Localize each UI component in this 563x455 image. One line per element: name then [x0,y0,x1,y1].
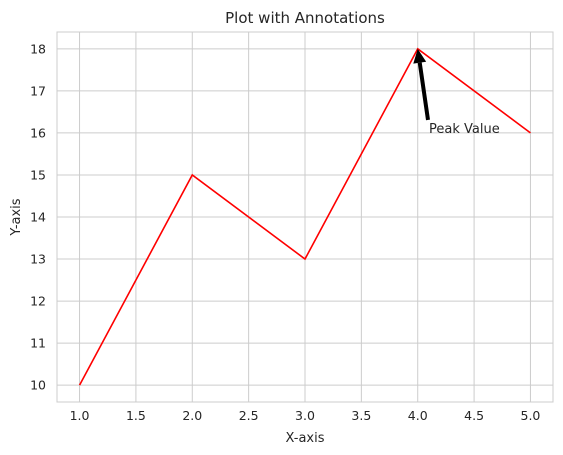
y-tick-label: 17 [30,83,46,98]
y-ticks: 10 11 12 13 14 15 16 17 18 [30,41,46,392]
x-tick-label: 1.5 [126,408,146,423]
x-tick-label: 4.5 [464,408,484,423]
series [78,47,531,386]
x-tick-label: 3.5 [351,408,371,423]
annotation-arrow-shaft [417,62,430,121]
y-tick-label: 16 [30,125,46,140]
grid [57,32,553,402]
y-tick-label: 15 [30,167,46,182]
annotations: Peak Value [413,48,500,137]
chart-title: Plot with Annotations [225,9,385,27]
annotation-label: Peak Value [429,122,500,137]
y-tick-label: 10 [30,378,46,393]
x-tick-label: 5.0 [521,408,541,423]
x-tick-label: 3.0 [295,408,315,423]
y-tick-label: 14 [30,210,46,225]
y-tick-label: 18 [30,41,46,56]
x-ticks: 1.0 1.5 2.0 2.5 3.0 3.5 4.0 4.5 5.0 [70,408,541,423]
y-tick-label: 11 [30,336,46,351]
series-line [78,47,531,386]
annotation-arrow-head [413,48,427,64]
x-tick-label: 2.0 [182,408,202,423]
y-tick-label: 13 [30,252,46,267]
plot-area [56,31,554,403]
x-axis-label: X-axis [286,431,325,446]
x-tick-label: 1.0 [70,408,90,423]
x-tick-label: 2.5 [239,408,259,423]
y-axis-label: Y-axis [9,198,24,236]
y-tick-label: 12 [30,294,46,309]
x-tick-label: 4.0 [408,408,428,423]
